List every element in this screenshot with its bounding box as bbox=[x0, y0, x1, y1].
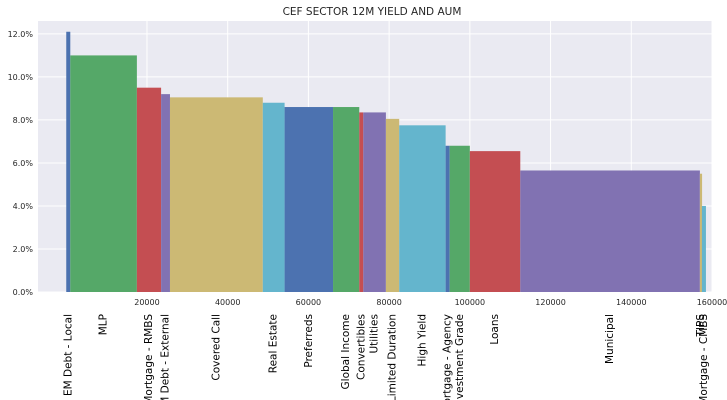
bar bbox=[359, 112, 364, 293]
x-tick-label: 120000 bbox=[535, 298, 566, 307]
bar bbox=[469, 151, 521, 292]
bar-labels: EM Debt - Local MLP Mortgage - RMBS EM Debt… bbox=[62, 314, 710, 400]
bar-label: Utilities bbox=[369, 314, 381, 354]
bar-label: Global Income bbox=[340, 314, 352, 389]
x-tick-label: 40000 bbox=[215, 298, 240, 307]
bar-label: TIPS bbox=[695, 314, 707, 338]
bar-label: Preferreds bbox=[303, 314, 315, 368]
y-tick-label: 6.0% bbox=[13, 159, 34, 168]
x-tick-label: 80000 bbox=[376, 298, 401, 307]
bar bbox=[284, 107, 334, 293]
bar-label: Limited Duration bbox=[387, 314, 399, 400]
x-tick-label: 160000 bbox=[697, 298, 727, 307]
bar-label: Municipal bbox=[604, 314, 616, 364]
y-tick-label: 10.0% bbox=[8, 73, 34, 82]
bar bbox=[169, 97, 263, 292]
y-tick-label: 8.0% bbox=[13, 116, 34, 125]
x-tick-label: 20000 bbox=[134, 298, 159, 307]
bar-label: Covered Call bbox=[210, 314, 222, 381]
bar-label: Convertibles bbox=[355, 314, 367, 380]
x-tick-label: 140000 bbox=[616, 298, 647, 307]
bar bbox=[445, 145, 450, 292]
bar bbox=[262, 102, 285, 292]
bar-series bbox=[66, 31, 706, 293]
bar bbox=[520, 170, 700, 292]
bar-label: MLP bbox=[98, 314, 110, 335]
bar bbox=[449, 145, 470, 292]
bar-label: Mortgage - RMBS bbox=[143, 314, 155, 400]
bar bbox=[333, 107, 360, 293]
bar bbox=[363, 112, 386, 293]
bar bbox=[136, 87, 162, 292]
x-axis-ticks: 20000 40000 60000 80000 100000 120000 140000 16… bbox=[134, 298, 727, 307]
bar-label: EM Debt - Local bbox=[62, 314, 74, 396]
bar bbox=[66, 31, 71, 292]
y-tick-label: 4.0% bbox=[13, 202, 34, 211]
y-tick-label: 0.0% bbox=[13, 288, 34, 297]
bar bbox=[701, 205, 706, 292]
bar bbox=[70, 55, 137, 293]
bar-label: Real Estate bbox=[268, 314, 280, 373]
y-tick-label: 2.0% bbox=[13, 245, 34, 254]
bar bbox=[399, 125, 446, 292]
bar-label: Mortgage - CMBS bbox=[698, 314, 710, 400]
bar bbox=[161, 94, 170, 292]
y-axis-ticks: 0.0% 2.0% 4.0% 6.0% 8.0% 10.0% 12.0% bbox=[8, 30, 34, 297]
y-tick-label: 12.0% bbox=[8, 30, 34, 39]
x-tick-label: 60000 bbox=[296, 298, 321, 307]
bar-label: Loans bbox=[489, 314, 501, 345]
chart-title: CEF SECTOR 12M YIELD AND AUM bbox=[283, 6, 462, 18]
bar-label: Mortgage - Agency bbox=[442, 314, 454, 400]
bar-label: Investment Grade bbox=[454, 314, 466, 400]
bar-label: EM Debt - External bbox=[160, 314, 172, 400]
bar bbox=[385, 118, 400, 292]
bar-label: High Yield bbox=[416, 314, 428, 366]
bar bbox=[699, 173, 703, 292]
x-tick-label: 100000 bbox=[455, 298, 486, 307]
